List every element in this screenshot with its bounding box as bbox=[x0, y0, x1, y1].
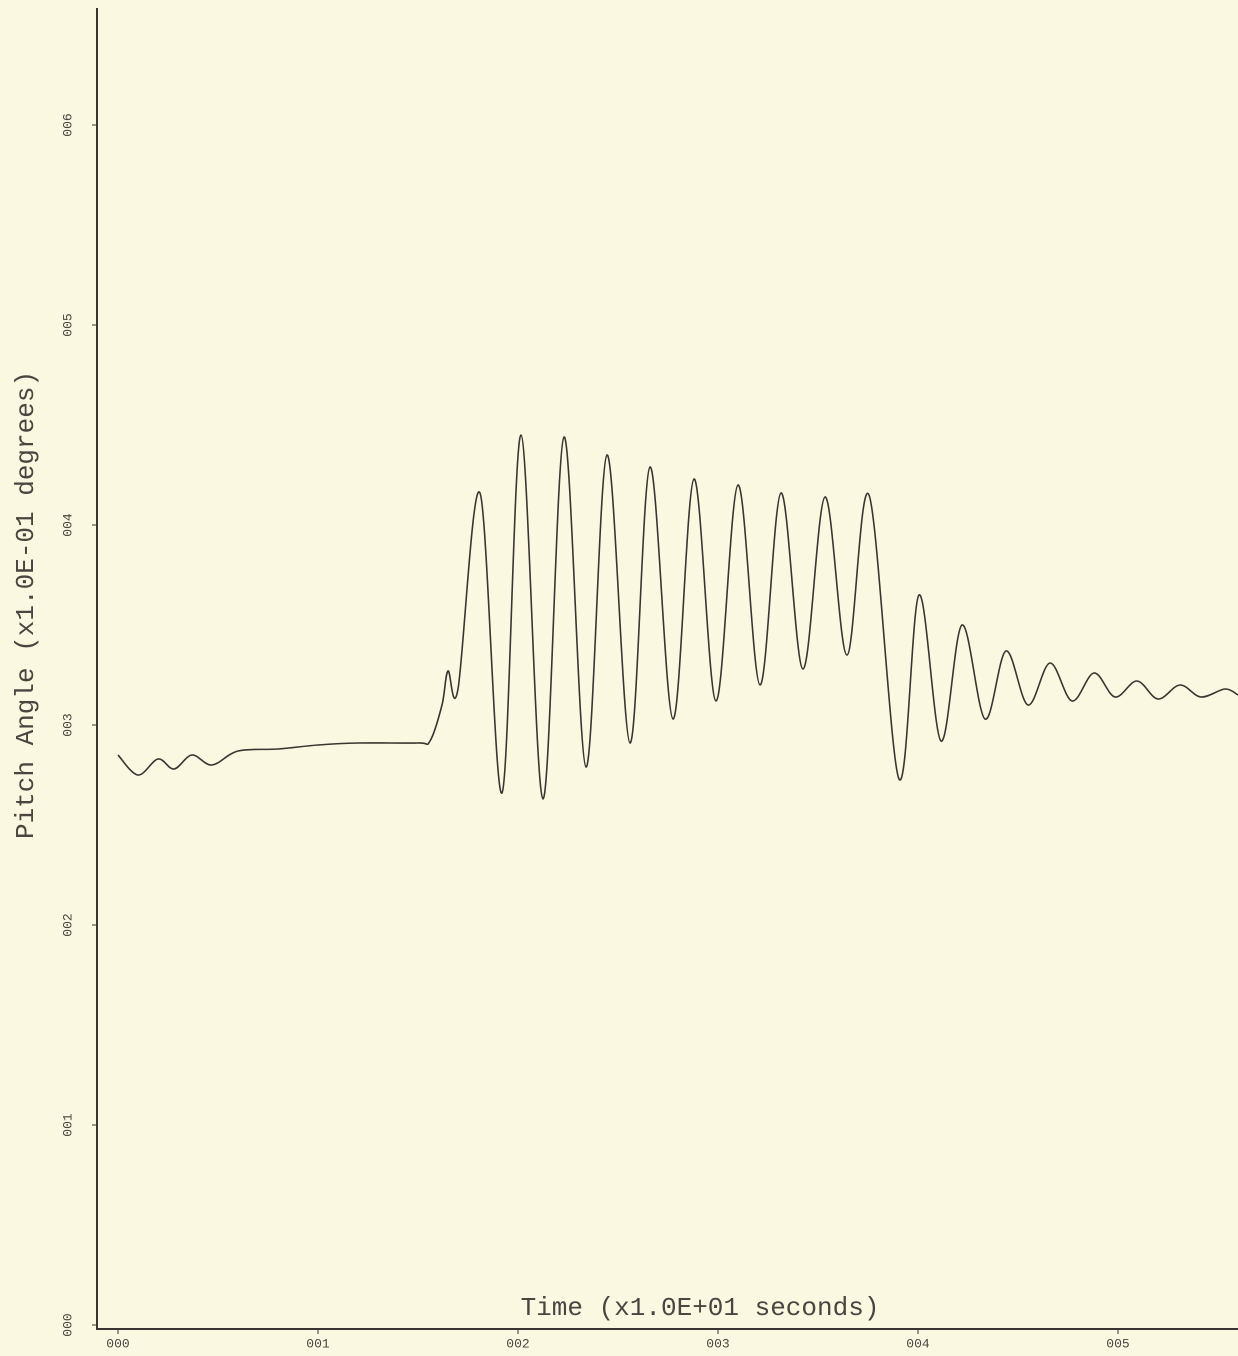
y-tick-label: 001 bbox=[60, 1113, 75, 1137]
x-tick-label: 000 bbox=[106, 1336, 129, 1351]
y-tick-label: 004 bbox=[60, 513, 75, 537]
y-axis-title: Pitch Angle (x1.0E-01 degrees) bbox=[11, 371, 41, 839]
y-tick-label: 003 bbox=[60, 713, 75, 736]
x-tick-label: 005 bbox=[1106, 1336, 1129, 1351]
x-tick-label: 002 bbox=[506, 1336, 529, 1351]
y-tick-label: 000 bbox=[60, 1313, 75, 1336]
data-line bbox=[117, 434, 1238, 800]
y-tick-label: 005 bbox=[60, 313, 75, 336]
x-axis-title: Time (x1.0E+01 seconds) bbox=[521, 1293, 880, 1323]
y-tick-label: 002 bbox=[60, 913, 75, 936]
x-tick-label: 001 bbox=[306, 1336, 330, 1351]
y-tick-label: 006 bbox=[60, 113, 75, 136]
x-tick-label: 003 bbox=[706, 1336, 729, 1351]
x-tick-label: 004 bbox=[906, 1336, 930, 1351]
